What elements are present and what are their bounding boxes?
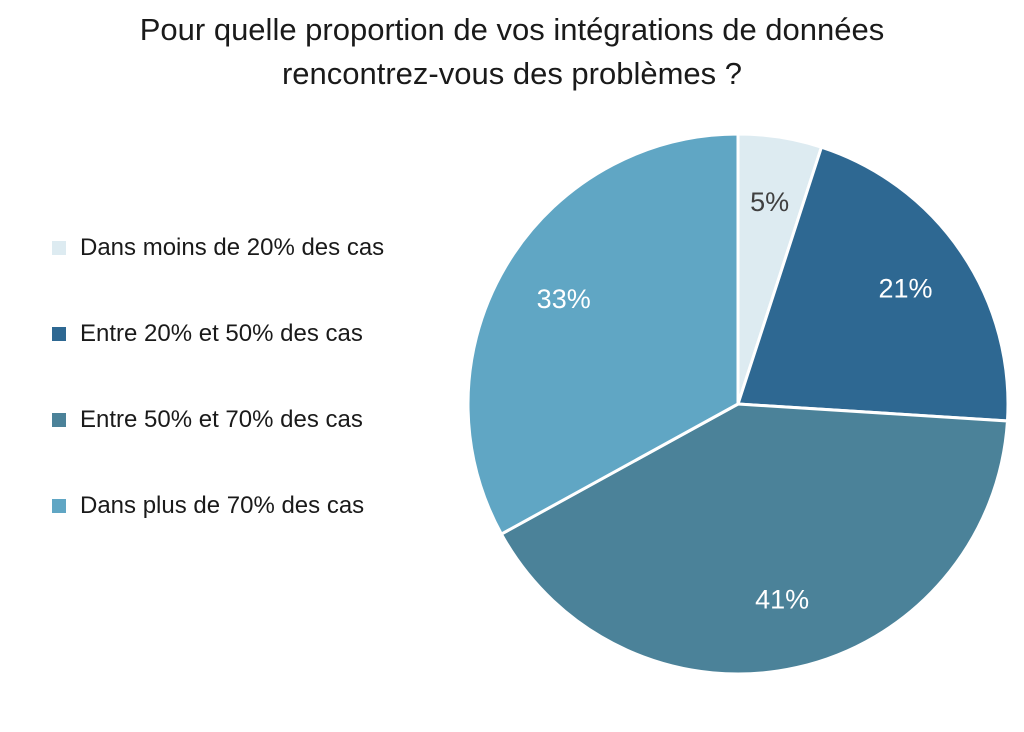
legend-swatch: [52, 413, 66, 427]
slice-value-label: 5%: [750, 187, 789, 217]
legend-label: Dans plus de 70% des cas: [80, 492, 365, 519]
legend-swatch: [52, 241, 66, 255]
legend-item: Dans plus de 70% des cas: [52, 484, 384, 528]
pie-slice: [499, 402, 1010, 676]
legend-label: Entre 20% et 50% des cas: [80, 320, 363, 347]
legend-label: Entre 50% et 70% des cas: [80, 406, 363, 433]
legend-swatch: [52, 327, 66, 341]
slice-value-label: 21%: [878, 273, 932, 303]
legend: Dans moins de 20% des cas Entre 20% et 50…: [52, 226, 384, 570]
chart-title-line-1: Pour quelle proportion de vos intégratio…: [139, 12, 885, 47]
slice-value-label: 41%: [755, 585, 809, 615]
chart-title-line-2: rencontrez-vous des problèmes ?: [281, 56, 743, 91]
legend-label: Dans moins de 20% des cas: [80, 234, 385, 261]
pie-slice: [466, 132, 740, 537]
legend-item: Entre 20% et 50% des cas: [52, 312, 384, 356]
legend-item: Dans moins de 20% des cas: [52, 226, 384, 270]
legend-item: Entre 50% et 70% des cas: [52, 398, 384, 442]
pie-slice: [735, 145, 1010, 423]
chart-title: Pour quelle proportion de vos intégratio…: [0, 8, 1024, 96]
legend-swatch: [52, 499, 66, 513]
slice-value-label: 33%: [537, 284, 591, 314]
